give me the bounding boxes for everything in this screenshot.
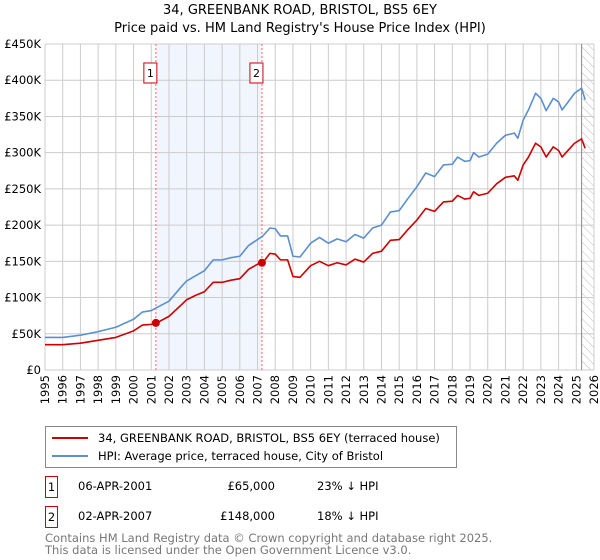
x-tick-label: 2016 (410, 375, 424, 404)
legend-line-hpi (52, 455, 88, 457)
footer: Contains HM Land Registry data © Crown c… (45, 532, 492, 556)
y-tick-label: £350K (4, 109, 41, 123)
sale-marker-label: 1 (147, 67, 154, 80)
x-tick-label: 2026 (587, 375, 600, 404)
x-tick-label: 2024 (552, 375, 566, 404)
x-tick-label: 2020 (481, 375, 495, 404)
x-tick-label: 1998 (91, 375, 105, 404)
legend-label-property: 34, GREENBANK ROAD, BRISTOL, BS5 6EY (te… (98, 431, 440, 445)
x-tick-label: 2014 (374, 375, 388, 404)
x-tick-label: 2008 (268, 375, 282, 404)
sale-row: 2 02-APR-2007 £148,000 18% ↓ HPI (45, 506, 545, 528)
sale-hpi-diff: 18% ↓ HPI (317, 509, 379, 523)
price-chart: 1995 1996 1997 1998 1999 2000 2001 2002 2003 2004… (4, 37, 600, 404)
sale-marker-label: 2 (253, 67, 260, 80)
sale-point (151, 318, 160, 327)
x-tick-label: 2023 (534, 375, 548, 404)
sale-period-shade (155, 44, 262, 370)
y-tick-label: £400K (4, 73, 41, 87)
x-tick-label: 2011 (321, 375, 335, 404)
x-tick-label: 2015 (392, 375, 406, 404)
x-tick-label: 2017 (428, 375, 442, 404)
sale-hpi-diff: 23% ↓ HPI (317, 479, 379, 493)
sale-price: £65,000 (227, 479, 275, 493)
footer-line-2: This data is licensed under the Open Gov… (45, 543, 412, 557)
sale-marker-badge (143, 62, 158, 84)
legend-line-property (52, 437, 88, 439)
property-price-line (45, 138, 586, 346)
x-tick-label: 2002 (162, 375, 176, 404)
legend-label-hpi: HPI: Average price, terraced house, City… (98, 449, 384, 463)
chart-title: 34, GREENBANK ROAD, BRISTOL, BS5 6EY (163, 3, 437, 18)
footer-line-1: Contains HM Land Registry data © Crown c… (45, 531, 493, 545)
y-tick-label: £300K (4, 146, 41, 160)
x-tick-label: 1999 (109, 375, 123, 404)
sale-marker-badge (249, 62, 264, 84)
x-tick-label: 2025 (569, 375, 583, 404)
sale-point (257, 258, 266, 267)
y-tick-label: £0 (26, 363, 41, 377)
sale-badge: 2 (45, 506, 58, 528)
legend: 34, GREENBANK ROAD, BRISTOL, BS5 6EY (te… (45, 426, 457, 468)
x-tick-label: 2000 (127, 375, 141, 404)
x-tick-label: 2019 (463, 375, 477, 404)
hpi-line (45, 87, 586, 339)
x-tick-label: 2001 (144, 375, 158, 404)
y-tick-label: £450K (4, 37, 41, 51)
x-tick-label: 2021 (498, 375, 512, 404)
x-tick-label: 2003 (180, 375, 194, 404)
sale-price: £148,000 (220, 509, 275, 523)
sale-badge: 1 (45, 476, 58, 498)
y-tick-label: £150K (4, 254, 41, 268)
y-tick-label: £200K (4, 218, 41, 232)
x-tick-label: 2022 (516, 375, 530, 404)
chart-subtitle: Price paid vs. HM Land Registry's House … (114, 21, 486, 36)
x-tick-label: 2006 (233, 375, 247, 404)
y-tick-label: £50K (12, 327, 42, 341)
x-tick-label: 2007 (251, 375, 265, 404)
x-tick-label: 2009 (286, 375, 300, 404)
x-tick-label: 2012 (339, 375, 353, 404)
x-tick-label: 1995 (38, 375, 52, 404)
x-tick-label: 2013 (357, 375, 371, 404)
x-tick-label: 1996 (56, 375, 70, 404)
y-tick-label: £100K (4, 291, 41, 305)
y-tick-label: £250K (4, 182, 41, 196)
sale-date: 02-APR-2007 (78, 509, 153, 523)
x-tick-label: 2004 (197, 375, 211, 404)
future-hatch (581, 44, 594, 370)
x-tick-label: 2018 (445, 375, 459, 404)
sale-date: 06-APR-2001 (78, 479, 153, 493)
sale-row: 1 06-APR-2001 £65,000 23% ↓ HPI (45, 476, 545, 498)
x-tick-label: 2005 (215, 375, 229, 404)
x-tick-label: 2010 (304, 375, 318, 404)
x-tick-label: 1997 (73, 375, 87, 404)
